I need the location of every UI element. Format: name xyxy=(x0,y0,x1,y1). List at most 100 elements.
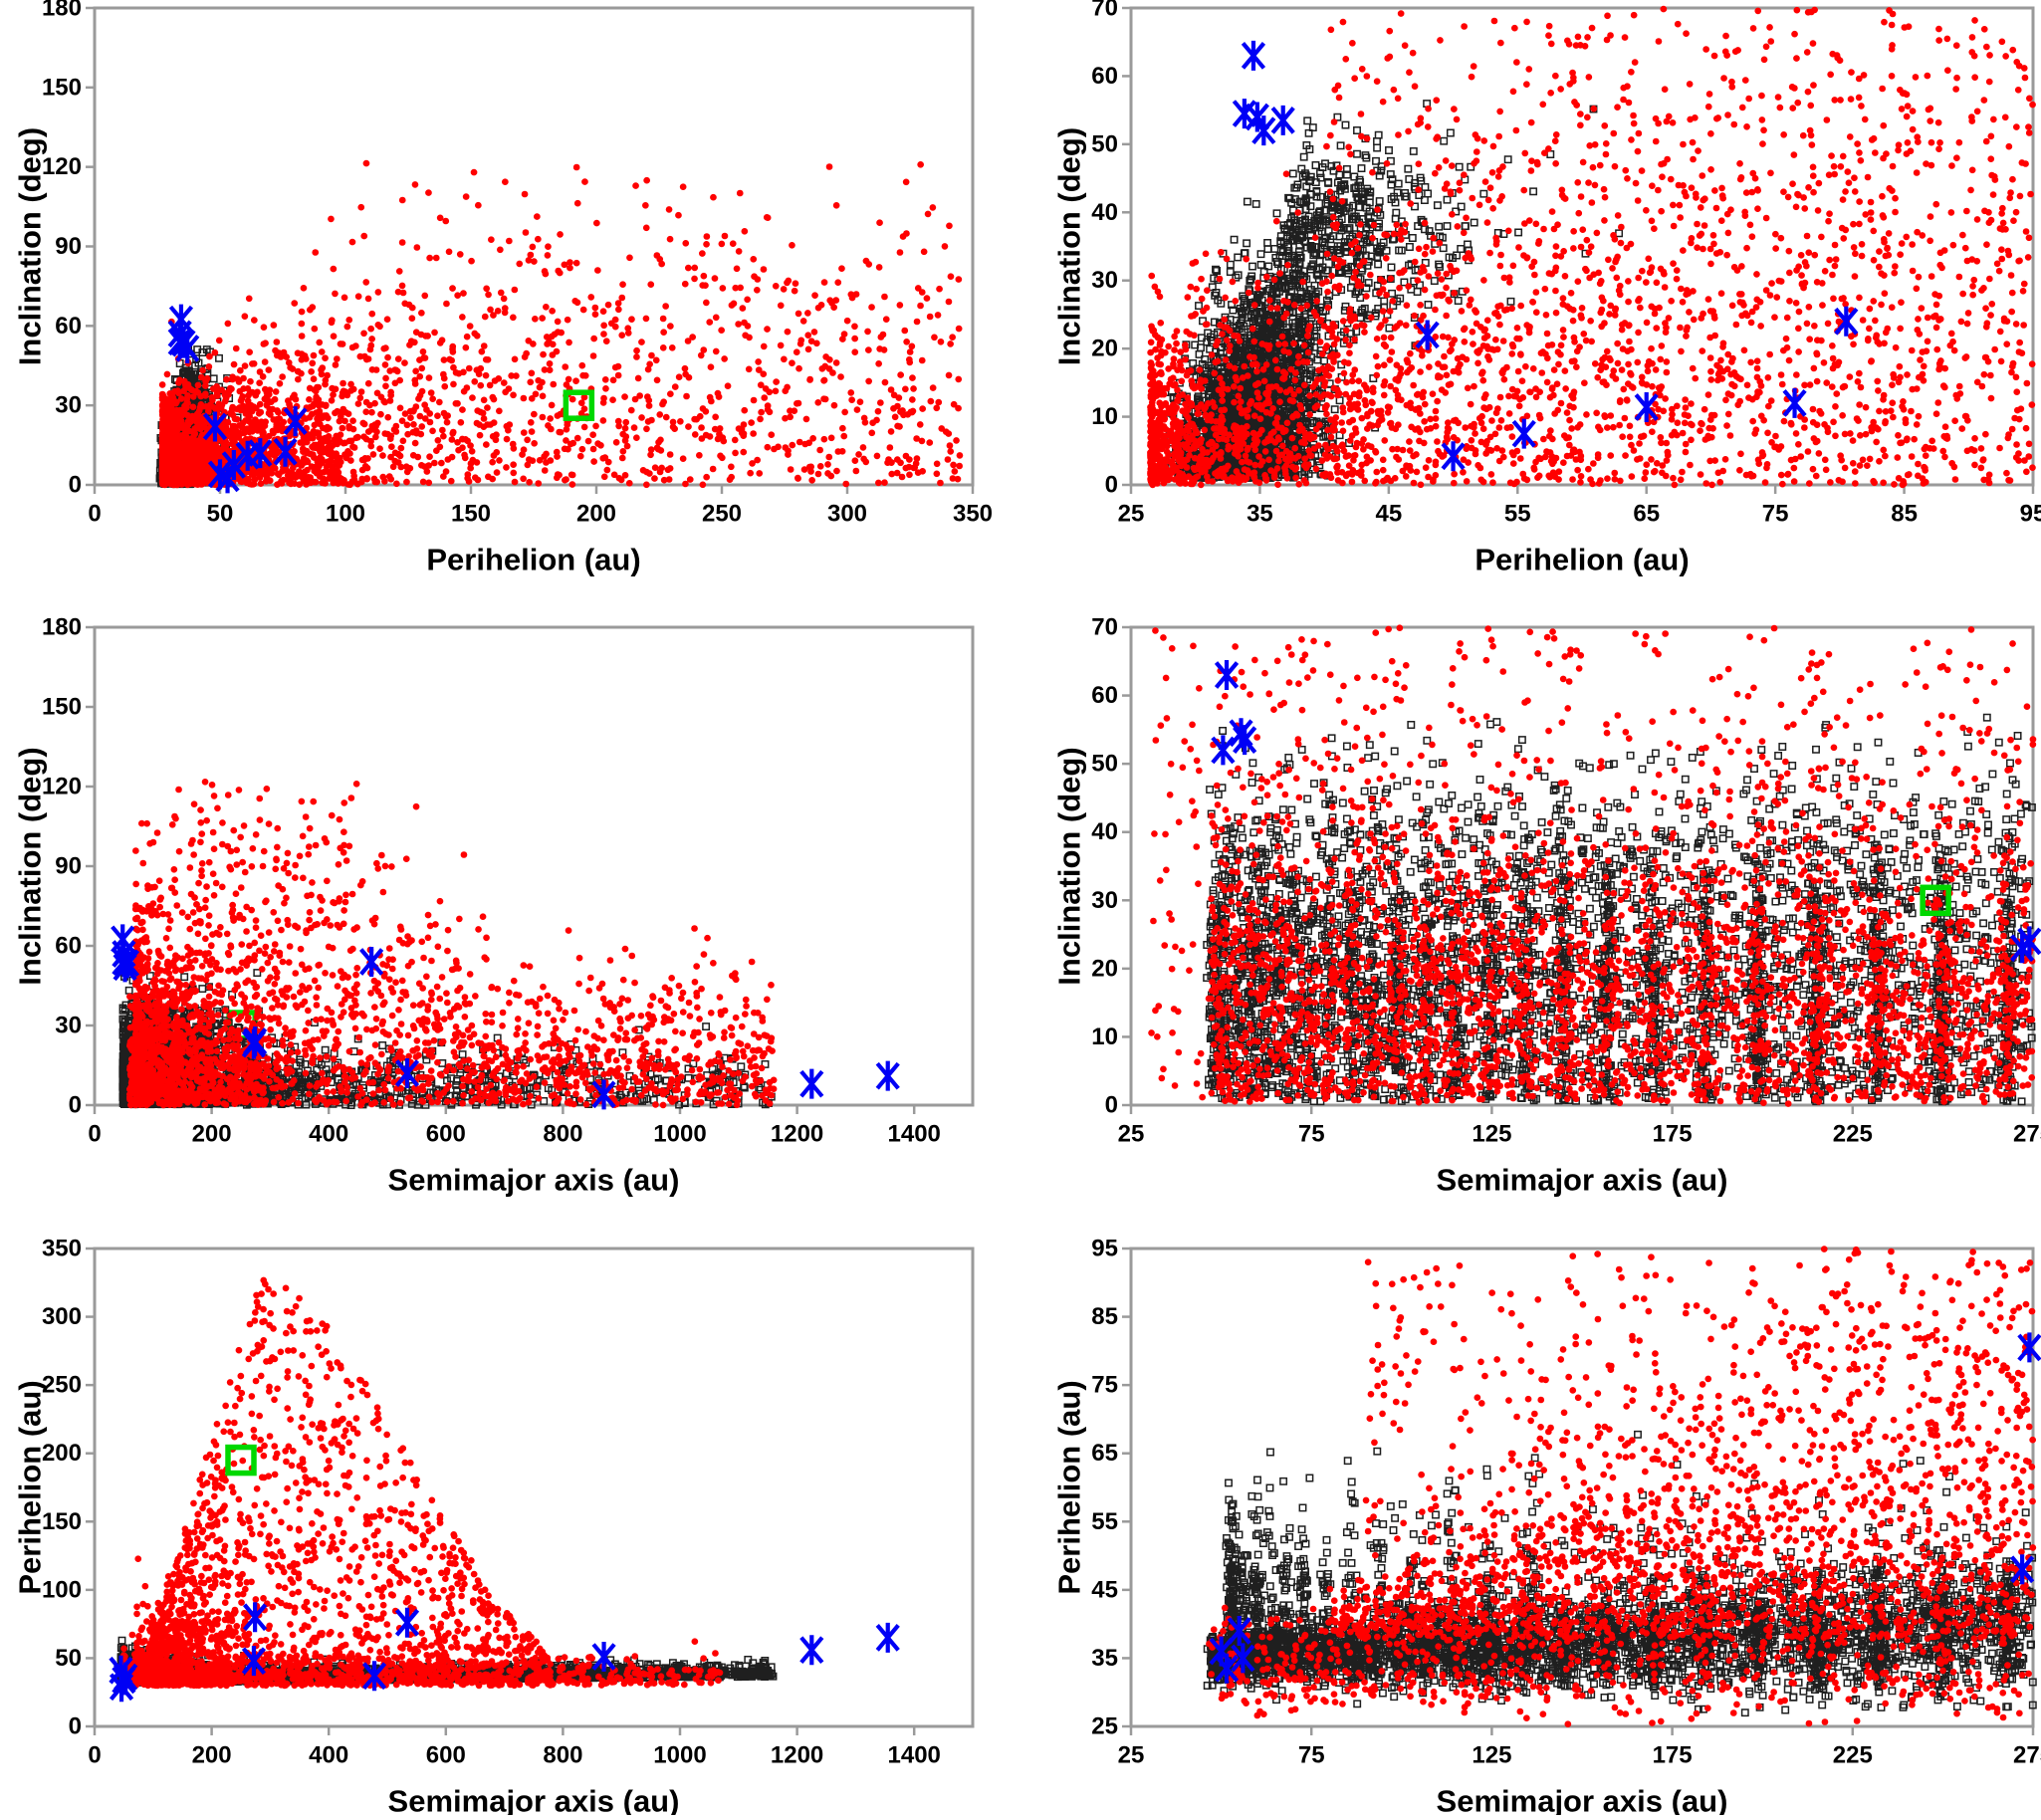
y-tick-label: 70 xyxy=(1091,0,1118,22)
y-tick-label: 40 xyxy=(1091,199,1118,226)
y-tick-label: 65 xyxy=(1091,1440,1118,1467)
panel-perihelion-vs-semimajor-zoom: 25751251752252752535455565758595Semimajo… xyxy=(1052,1236,2041,1816)
x-tick-label: 600 xyxy=(426,1121,466,1148)
x-tick-label: 25 xyxy=(1118,501,1145,528)
x-tick-label: 1000 xyxy=(653,1121,706,1148)
x-tick-label: 225 xyxy=(1833,1121,1873,1148)
x-tick-label: 125 xyxy=(1472,1742,1511,1769)
x-tick-label: 400 xyxy=(309,1121,348,1148)
y-axis-title: Perihelion (au) xyxy=(13,1380,48,1594)
x-tick-label: 200 xyxy=(192,1742,232,1769)
x-tick-label: 250 xyxy=(702,501,742,528)
y-tick-label: 0 xyxy=(1105,1092,1118,1119)
x-tick-label: 225 xyxy=(1833,1742,1873,1769)
y-tick-label: 350 xyxy=(42,1236,82,1262)
y-axis-title: Inclination (deg) xyxy=(1052,127,1087,365)
y-tick-label: 70 xyxy=(1091,614,1118,641)
x-tick-label: 300 xyxy=(827,501,867,528)
y-tick-label: 20 xyxy=(1091,955,1118,982)
y-tick-label: 25 xyxy=(1091,1713,1118,1740)
y-tick-label: 0 xyxy=(69,1713,82,1740)
y-tick-label: 60 xyxy=(55,933,82,960)
y-tick-label: 0 xyxy=(69,1092,82,1119)
y-tick-label: 150 xyxy=(42,694,82,721)
y-tick-label: 45 xyxy=(1091,1576,1118,1603)
y-tick-label: 0 xyxy=(69,472,82,499)
x-axis-title: Semimajor axis (au) xyxy=(388,1784,680,1816)
x-tick-label: 85 xyxy=(1891,501,1918,528)
y-tick-label: 30 xyxy=(1091,267,1118,294)
x-tick-label: 75 xyxy=(1298,1742,1325,1769)
y-tick-label: 60 xyxy=(55,313,82,340)
x-axis-title: Perihelion (au) xyxy=(1474,543,1689,577)
y-tick-label: 180 xyxy=(42,0,82,22)
x-tick-label: 1400 xyxy=(888,1742,941,1769)
x-tick-label: 55 xyxy=(1504,501,1531,528)
y-axis-title: Inclination (deg) xyxy=(1052,747,1087,985)
y-tick-label: 120 xyxy=(42,774,82,800)
red-dot-series xyxy=(129,782,774,1105)
y-tick-label: 0 xyxy=(1105,472,1118,499)
y-tick-label: 40 xyxy=(1091,818,1118,845)
x-tick-label: 0 xyxy=(88,501,101,528)
y-axis-title: Perihelion (au) xyxy=(1052,1380,1087,1594)
y-tick-label: 30 xyxy=(55,1013,82,1039)
y-tick-label: 10 xyxy=(1091,403,1118,430)
y-tick-label: 85 xyxy=(1091,1303,1118,1330)
x-tick-label: 1200 xyxy=(771,1121,823,1148)
y-tick-label: 10 xyxy=(1091,1024,1118,1050)
x-tick-label: 25 xyxy=(1118,1121,1145,1148)
red-dot-series xyxy=(162,163,960,485)
x-tick-label: 350 xyxy=(953,501,993,528)
x-tick-label: 50 xyxy=(207,501,234,528)
x-tick-label: 800 xyxy=(543,1742,582,1769)
y-tick-label: 30 xyxy=(55,392,82,419)
x-tick-label: 75 xyxy=(1762,501,1789,528)
x-tick-label: 175 xyxy=(1653,1121,1693,1148)
y-tick-label: 50 xyxy=(55,1645,82,1672)
x-tick-label: 35 xyxy=(1247,501,1273,528)
y-tick-label: 200 xyxy=(42,1440,82,1467)
x-tick-label: 0 xyxy=(88,1121,101,1148)
x-axis-title: Semimajor axis (au) xyxy=(1437,1163,1728,1198)
x-tick-label: 275 xyxy=(2013,1742,2041,1769)
y-tick-label: 90 xyxy=(55,853,82,880)
x-tick-label: 200 xyxy=(192,1121,232,1148)
y-tick-label: 150 xyxy=(42,1508,82,1535)
x-tick-label: 1200 xyxy=(771,1742,823,1769)
x-tick-label: 75 xyxy=(1298,1121,1325,1148)
y-tick-label: 50 xyxy=(1091,751,1118,778)
y-tick-label: 250 xyxy=(42,1372,82,1399)
panel-inclination-vs-semimajor-zoom: 2575125175225275010203040506070Semimajor… xyxy=(1052,614,2041,1198)
x-tick-label: 1400 xyxy=(888,1121,941,1148)
x-tick-label: 200 xyxy=(576,501,616,528)
y-axis-title: Inclination (deg) xyxy=(13,127,48,365)
y-tick-label: 120 xyxy=(42,153,82,180)
x-axis-title: Semimajor axis (au) xyxy=(1437,1784,1728,1816)
red-dot-series xyxy=(123,1280,720,1686)
y-tick-label: 150 xyxy=(42,74,82,101)
x-tick-label: 100 xyxy=(326,501,365,528)
y-tick-label: 100 xyxy=(42,1576,82,1603)
x-tick-label: 125 xyxy=(1472,1121,1511,1148)
x-tick-label: 150 xyxy=(451,501,491,528)
x-tick-label: 1000 xyxy=(653,1742,706,1769)
x-tick-label: 600 xyxy=(426,1742,466,1769)
x-tick-label: 800 xyxy=(543,1121,582,1148)
x-tick-label: 275 xyxy=(2013,1121,2041,1148)
y-tick-label: 20 xyxy=(1091,336,1118,362)
x-tick-label: 95 xyxy=(2020,501,2041,528)
x-axis-title: Semimajor axis (au) xyxy=(388,1163,680,1198)
y-tick-label: 50 xyxy=(1091,130,1118,157)
y-tick-label: 30 xyxy=(1091,887,1118,914)
y-tick-label: 55 xyxy=(1091,1508,1118,1535)
x-tick-label: 400 xyxy=(309,1742,348,1769)
y-tick-label: 90 xyxy=(55,233,82,260)
y-tick-label: 60 xyxy=(1091,63,1118,90)
y-tick-label: 300 xyxy=(42,1303,82,1330)
